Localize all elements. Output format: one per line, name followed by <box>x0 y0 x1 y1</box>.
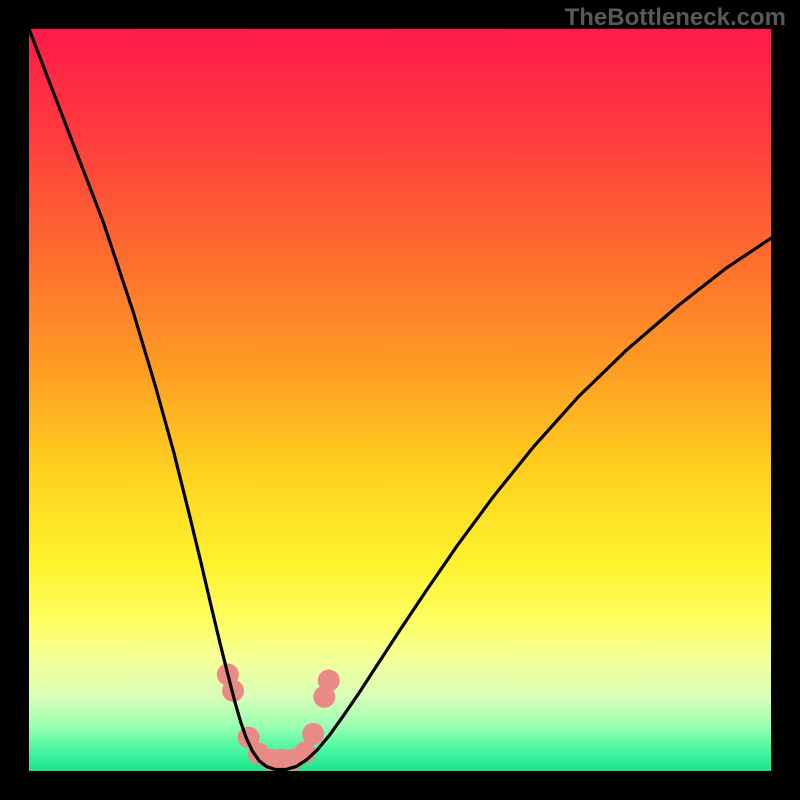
curve-marker <box>302 723 324 745</box>
watermark-text: TheBottleneck.com <box>565 4 786 32</box>
bottleneck-chart <box>0 0 800 800</box>
curve-marker <box>318 669 340 691</box>
gradient-background <box>29 29 771 771</box>
